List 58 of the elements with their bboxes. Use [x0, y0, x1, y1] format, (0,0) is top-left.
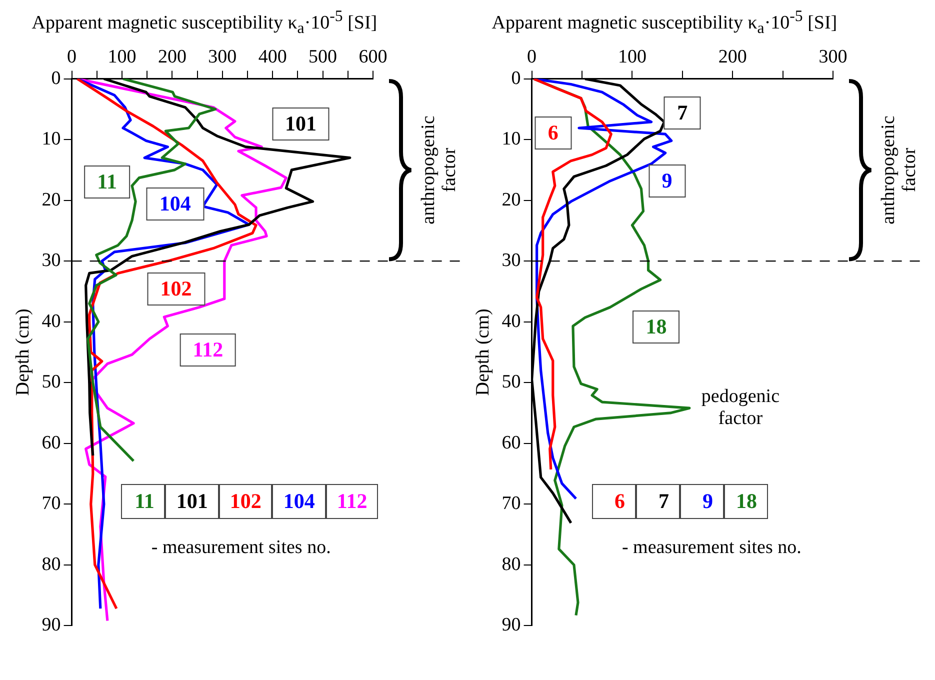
y-tick-label: 90 [42, 614, 61, 636]
annotation: - measurement sites no. [151, 537, 332, 560]
y-tick-label: 40 [42, 310, 61, 332]
y-axis-title: Depth (cm) [472, 308, 494, 396]
x-tick-label: 200 [718, 46, 747, 68]
y-tick-label: 30 [502, 250, 521, 272]
x-tick-label: 100 [108, 46, 136, 68]
text: anthropogenic factor [878, 114, 920, 226]
series-label: 18 [632, 310, 680, 343]
x-tick-label: 300 [818, 46, 848, 68]
y-tick-label: 0 [511, 68, 521, 89]
series-label: 6 [534, 116, 572, 150]
x-tick-label: 0 [527, 46, 537, 68]
y-tick-label: 80 [42, 554, 61, 575]
y-tick-label: 70 [42, 493, 61, 514]
annotation: 11 [121, 484, 166, 520]
y-tick-label: 50 [42, 372, 61, 393]
x-axis-title: Apparent magnetic susceptibility κ$_{a}$·10$^{-5}$ [SI] [30, 8, 378, 40]
annotation: 18 [724, 484, 768, 520]
annotation: 102 [218, 484, 272, 520]
annotation: pedogenic factor [701, 386, 780, 429]
x-tick-label: 300 [208, 46, 237, 68]
y-tick-label: 80 [502, 554, 521, 575]
x-tick-label: 0 [67, 46, 77, 68]
x-tick-label: 100 [618, 46, 646, 68]
y-tick-label: 90 [502, 614, 521, 636]
y-tick-label: 20 [42, 189, 61, 210]
annotation: 101 [165, 484, 219, 520]
y-tick-label: 10 [502, 128, 521, 150]
series-label: 7 [664, 96, 701, 130]
x-tick-label: 200 [158, 46, 186, 68]
annotation: 7 [636, 484, 680, 520]
x-tick-label: 500 [308, 46, 338, 68]
annotation: - measurement sites no. [622, 537, 802, 560]
y-tick-label: 0 [51, 68, 61, 89]
series-label: 102 [147, 272, 205, 306]
series-label: 104 [146, 188, 204, 221]
series-label: 112 [180, 334, 236, 366]
x-axis-title: Apparent magnetic susceptibility κ$_{a}$·10$^{-5}$ [SI] [490, 8, 838, 40]
y-tick-label: 20 [502, 189, 521, 210]
y-tick-label: 60 [502, 432, 521, 454]
x-tick-label: 600 [358, 46, 388, 68]
y-tick-label: 60 [42, 432, 61, 454]
annotation: 104 [272, 484, 326, 520]
y-tick-label: 10 [42, 128, 61, 150]
annotation: 9 [680, 484, 724, 520]
series-label: 11 [84, 165, 130, 198]
text: anthropogenic factor [418, 114, 460, 226]
annotation: 112 [326, 484, 378, 520]
x-tick-label: 400 [258, 46, 287, 68]
series-label: 101 [272, 108, 330, 141]
annotation: 6 [592, 484, 636, 520]
series-label: 9 [648, 164, 686, 197]
y-tick-label: 40 [502, 310, 521, 332]
y-tick-label: 50 [502, 372, 521, 393]
y-tick-label: 30 [42, 250, 61, 272]
y-axis-title: Depth (cm) [12, 308, 34, 396]
y-tick-label: 70 [502, 493, 521, 514]
